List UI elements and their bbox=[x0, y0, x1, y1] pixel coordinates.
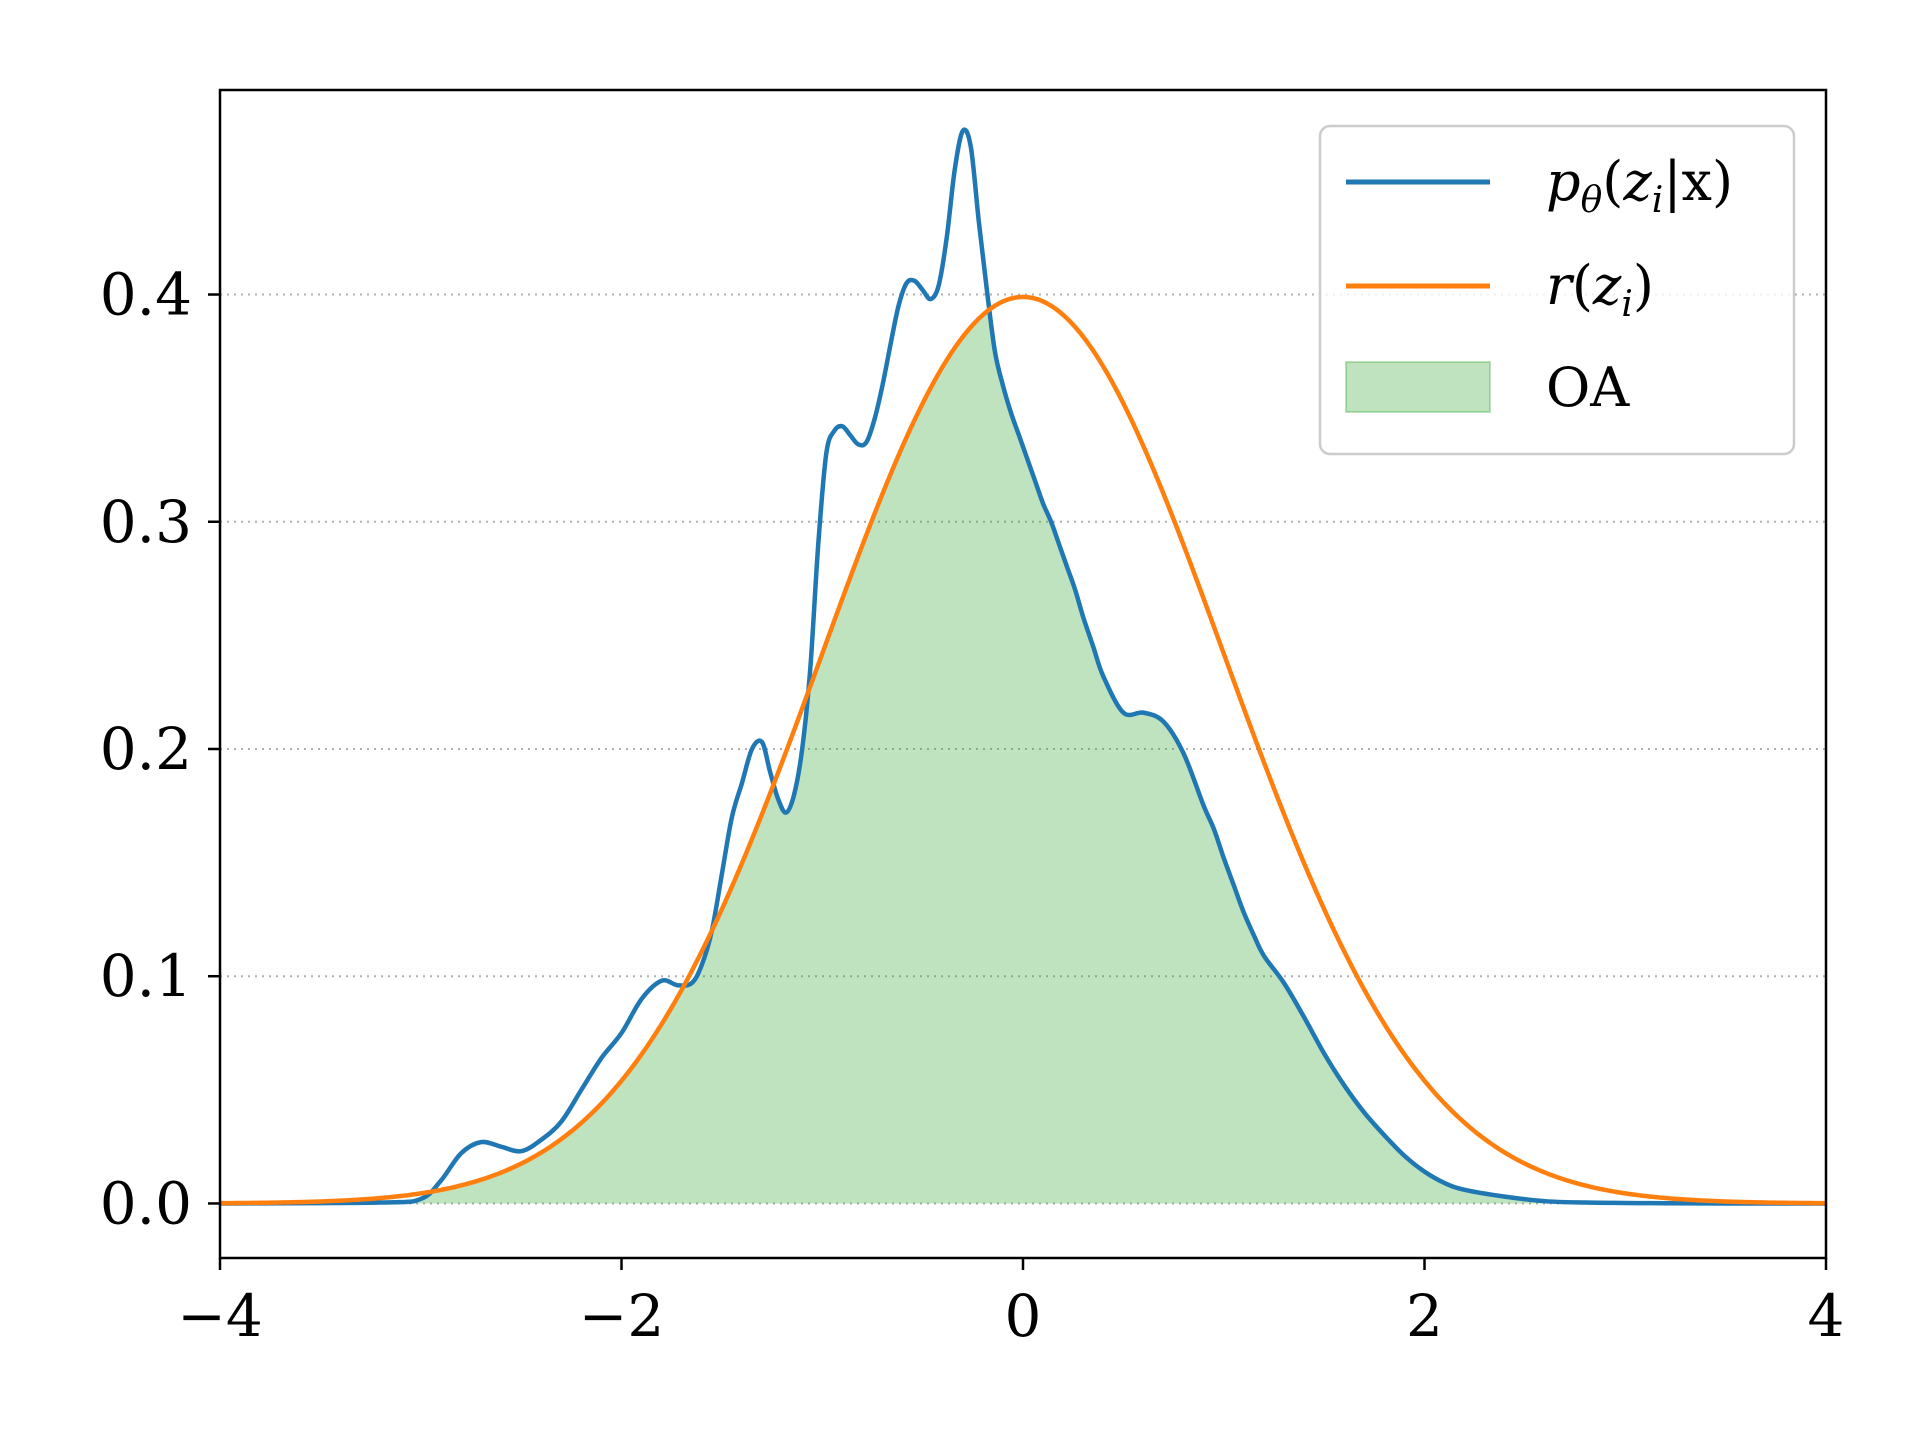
legend-label-p-theta: pθ(zi|x) bbox=[1546, 150, 1733, 221]
x-tick-label: −2 bbox=[579, 1282, 665, 1350]
x-tick-label: −4 bbox=[177, 1282, 263, 1350]
legend-r-arg-sub: i bbox=[1621, 284, 1633, 325]
y-tick-label: 0.4 bbox=[100, 261, 192, 329]
legend-r-rest: ) bbox=[1633, 254, 1654, 317]
legend-p-sub: θ bbox=[1581, 180, 1603, 221]
y-axis: 0.0 0.1 0.2 0.3 0.4 bbox=[100, 261, 220, 1237]
y-tick-label: 0.2 bbox=[100, 715, 192, 783]
x-tick-label: 4 bbox=[1808, 1282, 1845, 1350]
x-axis: −4 −2 0 2 4 bbox=[177, 1258, 1844, 1350]
legend-swatch-oa bbox=[1345, 361, 1491, 413]
y-tick-label: 0.3 bbox=[100, 488, 192, 556]
legend-p-arg: z bbox=[1622, 150, 1652, 213]
legend-r-base: r bbox=[1546, 254, 1575, 317]
legend: pθ(zi|x) r(zi) OA bbox=[1318, 124, 1796, 456]
x-tick-label: 0 bbox=[1005, 1282, 1042, 1350]
y-tick-label: 0.1 bbox=[100, 942, 192, 1010]
legend-label-r: r(zi) bbox=[1546, 254, 1654, 325]
x-tick-label: 2 bbox=[1406, 1282, 1443, 1350]
legend-box bbox=[1318, 124, 1796, 456]
legend-p-rest: |x) bbox=[1663, 150, 1733, 213]
legend-p-open: ( bbox=[1602, 150, 1623, 213]
y-tick-label: 0.0 bbox=[100, 1169, 192, 1237]
oa-area bbox=[220, 309, 1826, 1204]
legend-label-oa: OA bbox=[1546, 356, 1630, 419]
legend-r-open: ( bbox=[1572, 254, 1593, 317]
series-line-r bbox=[219, 294, 1827, 1206]
legend-p-arg-sub: i bbox=[1652, 180, 1664, 221]
legend-p-base: p bbox=[1546, 150, 1581, 213]
legend-r-arg: z bbox=[1592, 254, 1622, 317]
